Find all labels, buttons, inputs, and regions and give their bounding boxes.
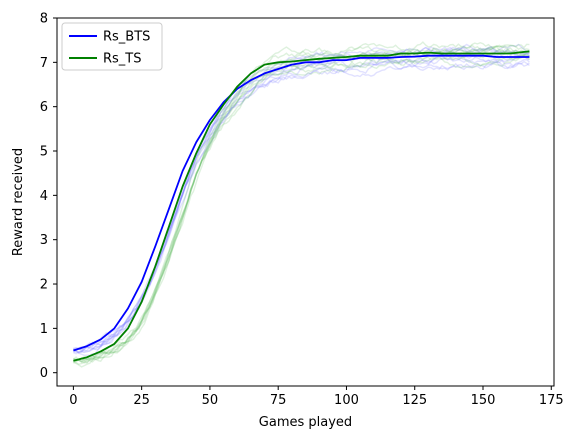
run-trace — [73, 45, 530, 354]
run-trace — [72, 44, 530, 368]
x-tick-label: 125 — [402, 393, 427, 408]
legend-label-rs-bts: Rs_BTS — [103, 30, 150, 45]
y-tick-label: 7 — [40, 56, 48, 71]
x-tick-label: 175 — [539, 393, 564, 408]
run-trace — [73, 46, 530, 363]
x-axis: 0 25 50 75 100 125 150 175 — [69, 386, 564, 408]
x-tick-label: 50 — [202, 393, 219, 408]
series-lines — [73, 50, 530, 362]
plot-frame — [56, 17, 555, 387]
y-tick-label: 8 — [40, 12, 48, 27]
y-tick-label: 0 — [40, 366, 48, 381]
y-axis-label: Reward received — [11, 148, 26, 256]
series-line-0 — [73, 54, 530, 352]
run-trace — [73, 61, 530, 350]
run-trace — [73, 43, 530, 353]
run-trace — [73, 52, 530, 352]
run-trace — [73, 47, 530, 352]
y-tick-label: 6 — [40, 100, 48, 115]
run-trace — [73, 46, 530, 354]
run-trace — [73, 59, 530, 355]
x-axis-label: Games played — [259, 415, 352, 430]
x-tick-label: 100 — [334, 393, 359, 408]
run-trace — [72, 45, 530, 364]
legend-label-rs-ts: Rs_TS — [103, 52, 142, 67]
x-tick-label: 75 — [270, 393, 287, 408]
run-trace — [73, 41, 530, 362]
y-tick-label: 5 — [40, 145, 48, 160]
run-trace — [72, 47, 530, 362]
run-trace — [73, 49, 530, 364]
individual-runs — [72, 41, 530, 368]
y-tick-label: 3 — [40, 233, 48, 248]
legend: Rs_BTS Rs_TS — [61, 22, 163, 71]
y-tick-label: 4 — [40, 189, 48, 204]
run-trace — [73, 55, 530, 363]
y-axis: 0 1 2 3 4 5 6 7 8 — [40, 12, 57, 381]
series-line-1 — [73, 50, 530, 362]
x-tick-label: 0 — [69, 393, 77, 408]
x-tick-label: 150 — [471, 393, 496, 408]
y-tick-label: 1 — [40, 322, 48, 337]
x-tick-label: 25 — [133, 393, 150, 408]
run-trace — [72, 54, 530, 357]
y-tick-label: 2 — [40, 278, 48, 293]
run-trace — [72, 54, 530, 364]
run-trace — [72, 51, 530, 353]
